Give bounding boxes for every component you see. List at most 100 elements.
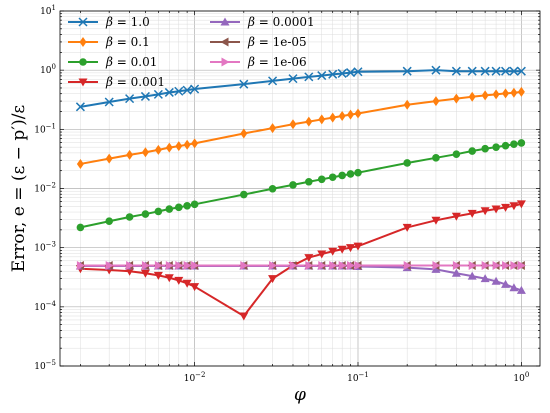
- legend-label-beta-0.001: β = 0.001: [105, 75, 165, 89]
- data-point-beta-1.0: [337, 68, 347, 78]
- data-point-beta-0.001: [501, 203, 511, 212]
- data-point-beta-0.1: [165, 142, 173, 153]
- data-point-beta-0.01: [432, 154, 440, 162]
- data-point-beta-1.0: [328, 69, 338, 79]
- data-point-beta-1.0: [467, 66, 477, 76]
- data-point-beta-0.1: [510, 87, 518, 98]
- data-point-beta-0.1: [432, 96, 440, 107]
- y-tick-label: 10−2: [34, 182, 56, 195]
- data-point-beta-0.01: [468, 147, 476, 155]
- y-tick-label: 10−3: [34, 241, 56, 254]
- data-point-beta-0.1: [269, 123, 277, 134]
- y-tick-label: 10−1: [34, 122, 56, 135]
- data-point-beta-1e-06: [76, 260, 85, 270]
- data-point-beta-0.01: [239, 190, 248, 199]
- legend-label-beta-0.0001: β = 0.0001: [247, 15, 315, 29]
- y-tick-label: 10−4: [34, 300, 56, 313]
- data-point-beta-0.001: [239, 312, 249, 321]
- data-point-beta-0.01: [346, 170, 355, 178]
- data-point-beta-0.1: [403, 99, 411, 110]
- y-axis-title: Error, e = (ε − p′)/ε: [9, 105, 29, 273]
- data-point-beta-1e-06: [191, 260, 200, 270]
- grid: [60, 10, 540, 367]
- data-point-beta-0.1: [517, 86, 525, 97]
- data-point-beta-0.001: [125, 267, 135, 276]
- data-point-beta-1.0: [345, 68, 356, 78]
- data-point-beta-0.01: [183, 202, 191, 210]
- data-point-beta-0.001: [451, 212, 461, 221]
- data-point-beta-0.01: [452, 150, 461, 158]
- data-point-beta-1.0: [304, 72, 314, 82]
- data-point-beta-1.0: [516, 66, 526, 76]
- data-point-beta-1.0: [125, 94, 135, 104]
- data-point-beta-0.01: [141, 210, 150, 218]
- data-point-beta-0.001: [190, 283, 200, 292]
- data-point-beta-0.001: [164, 274, 174, 283]
- data-point-beta-1.0: [239, 79, 249, 89]
- y-tick-label: 101: [40, 4, 56, 17]
- series-line-beta-0.001: [80, 202, 522, 317]
- data-point-beta-1.0: [268, 76, 278, 86]
- data-point-beta-1.0: [153, 89, 163, 99]
- legend-marker-beta-1e-05: [220, 37, 229, 47]
- x-tick-label: 10−2: [184, 371, 206, 384]
- data-point-beta-0.01: [510, 140, 518, 149]
- data-point-beta-1e-06: [517, 260, 526, 270]
- data-point-beta-1e-06: [305, 260, 314, 270]
- data-point-beta-0.1: [329, 112, 337, 123]
- data-point-beta-0.001: [509, 202, 519, 211]
- data-point-beta-1e-06: [347, 260, 356, 270]
- data-point-beta-0.01: [190, 200, 199, 209]
- data-point-beta-0.01: [403, 159, 411, 167]
- data-point-beta-0.01: [481, 144, 489, 153]
- data-point-beta-0.1: [318, 114, 326, 125]
- data-point-beta-1.0: [182, 85, 192, 95]
- data-point-beta-1e-06: [141, 260, 150, 270]
- data-point-beta-1e-06: [354, 260, 363, 270]
- data-point-beta-0.1: [126, 149, 134, 160]
- data-point-beta-1.0: [509, 66, 519, 76]
- x-axis-title: φ: [294, 385, 306, 405]
- data-point-beta-0.01: [268, 184, 277, 193]
- data-point-beta-1.0: [174, 86, 184, 96]
- data-point-beta-1e-06: [105, 260, 114, 270]
- data-point-beta-0.001: [174, 276, 184, 285]
- data-point-beta-0.1: [240, 128, 248, 139]
- data-point-beta-0.001: [402, 223, 412, 232]
- legend-label-beta-0.1: β = 0.1: [105, 35, 150, 49]
- data-point-beta-1e-06: [338, 260, 347, 270]
- legend-marker-beta-0.01: [79, 58, 87, 66]
- data-point-beta-1e-06: [126, 260, 135, 270]
- series-lines: [80, 69, 522, 317]
- data-point-beta-0.1: [492, 89, 500, 100]
- legend-marker-beta-1.0: [78, 17, 88, 27]
- data-point-beta-1e-06: [468, 260, 477, 270]
- data-point-beta-0.001: [304, 254, 314, 263]
- data-point-beta-1e-06: [318, 260, 327, 270]
- data-point-beta-0.1: [191, 138, 199, 149]
- data-point-beta-0.01: [154, 207, 163, 216]
- data-point-beta-1e-06: [154, 260, 163, 270]
- data-point-beta-0.1: [502, 88, 510, 99]
- data-point-beta-1e-06: [165, 260, 174, 270]
- x-tick-label: 100: [513, 371, 529, 384]
- data-point-beta-1e-06: [452, 260, 461, 270]
- legend-label-beta-0.01: β = 0.01: [105, 55, 157, 69]
- data-point-beta-0.001: [491, 205, 501, 214]
- data-point-beta-0.001: [182, 279, 192, 288]
- data-point-beta-0.001: [480, 207, 490, 216]
- data-point-beta-0.001: [268, 275, 278, 284]
- data-point-beta-0.1: [481, 90, 489, 101]
- x-tick-label: 10−1: [347, 371, 369, 384]
- legend-label-beta-1e-05: β = 1e-05: [247, 35, 307, 49]
- data-point-beta-0.01: [105, 217, 113, 226]
- data-point-beta-0.001: [431, 216, 441, 225]
- data-point-beta-0.001: [140, 269, 150, 278]
- data-point-beta-0.1: [175, 141, 183, 152]
- data-point-beta-1e-06: [510, 260, 519, 270]
- data-point-beta-0.001: [337, 245, 347, 254]
- data-point-beta-0.0001: [431, 264, 441, 273]
- legend-marker-beta-0.1: [79, 37, 87, 47]
- data-point-beta-0.001: [153, 271, 163, 280]
